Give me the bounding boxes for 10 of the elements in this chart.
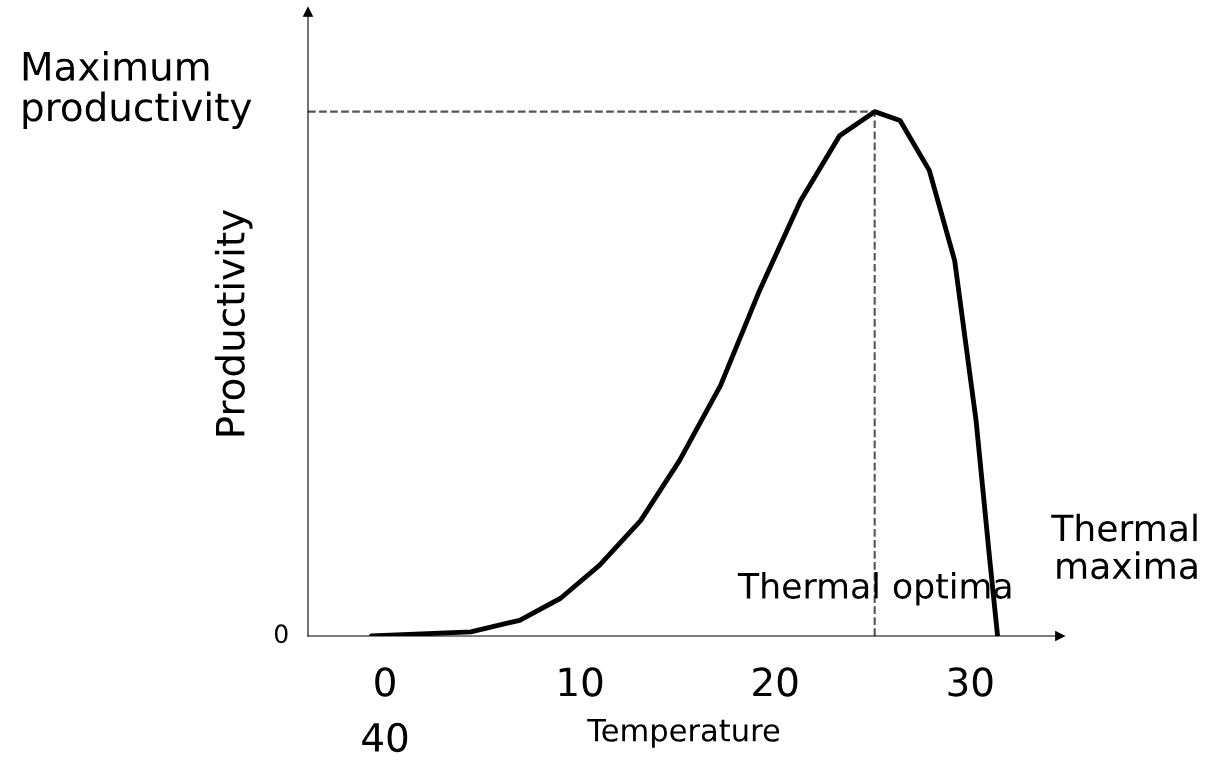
x-tick-label: 30: [948, 667, 993, 697]
annotation: Thermal maxima: [1051, 513, 1197, 580]
y-axis-title: Productivity: [214, 209, 253, 436]
ref-line-label: Maximum productivity: [23, 50, 252, 130]
text: 40: [362, 722, 408, 753]
x-tick-label: 10: [559, 667, 603, 697]
x-tick-label: 0: [375, 667, 395, 697]
x-axis-title: Temperature: [587, 719, 780, 748]
text: 0: [274, 624, 288, 644]
x-tick-label: 20: [753, 667, 798, 697]
